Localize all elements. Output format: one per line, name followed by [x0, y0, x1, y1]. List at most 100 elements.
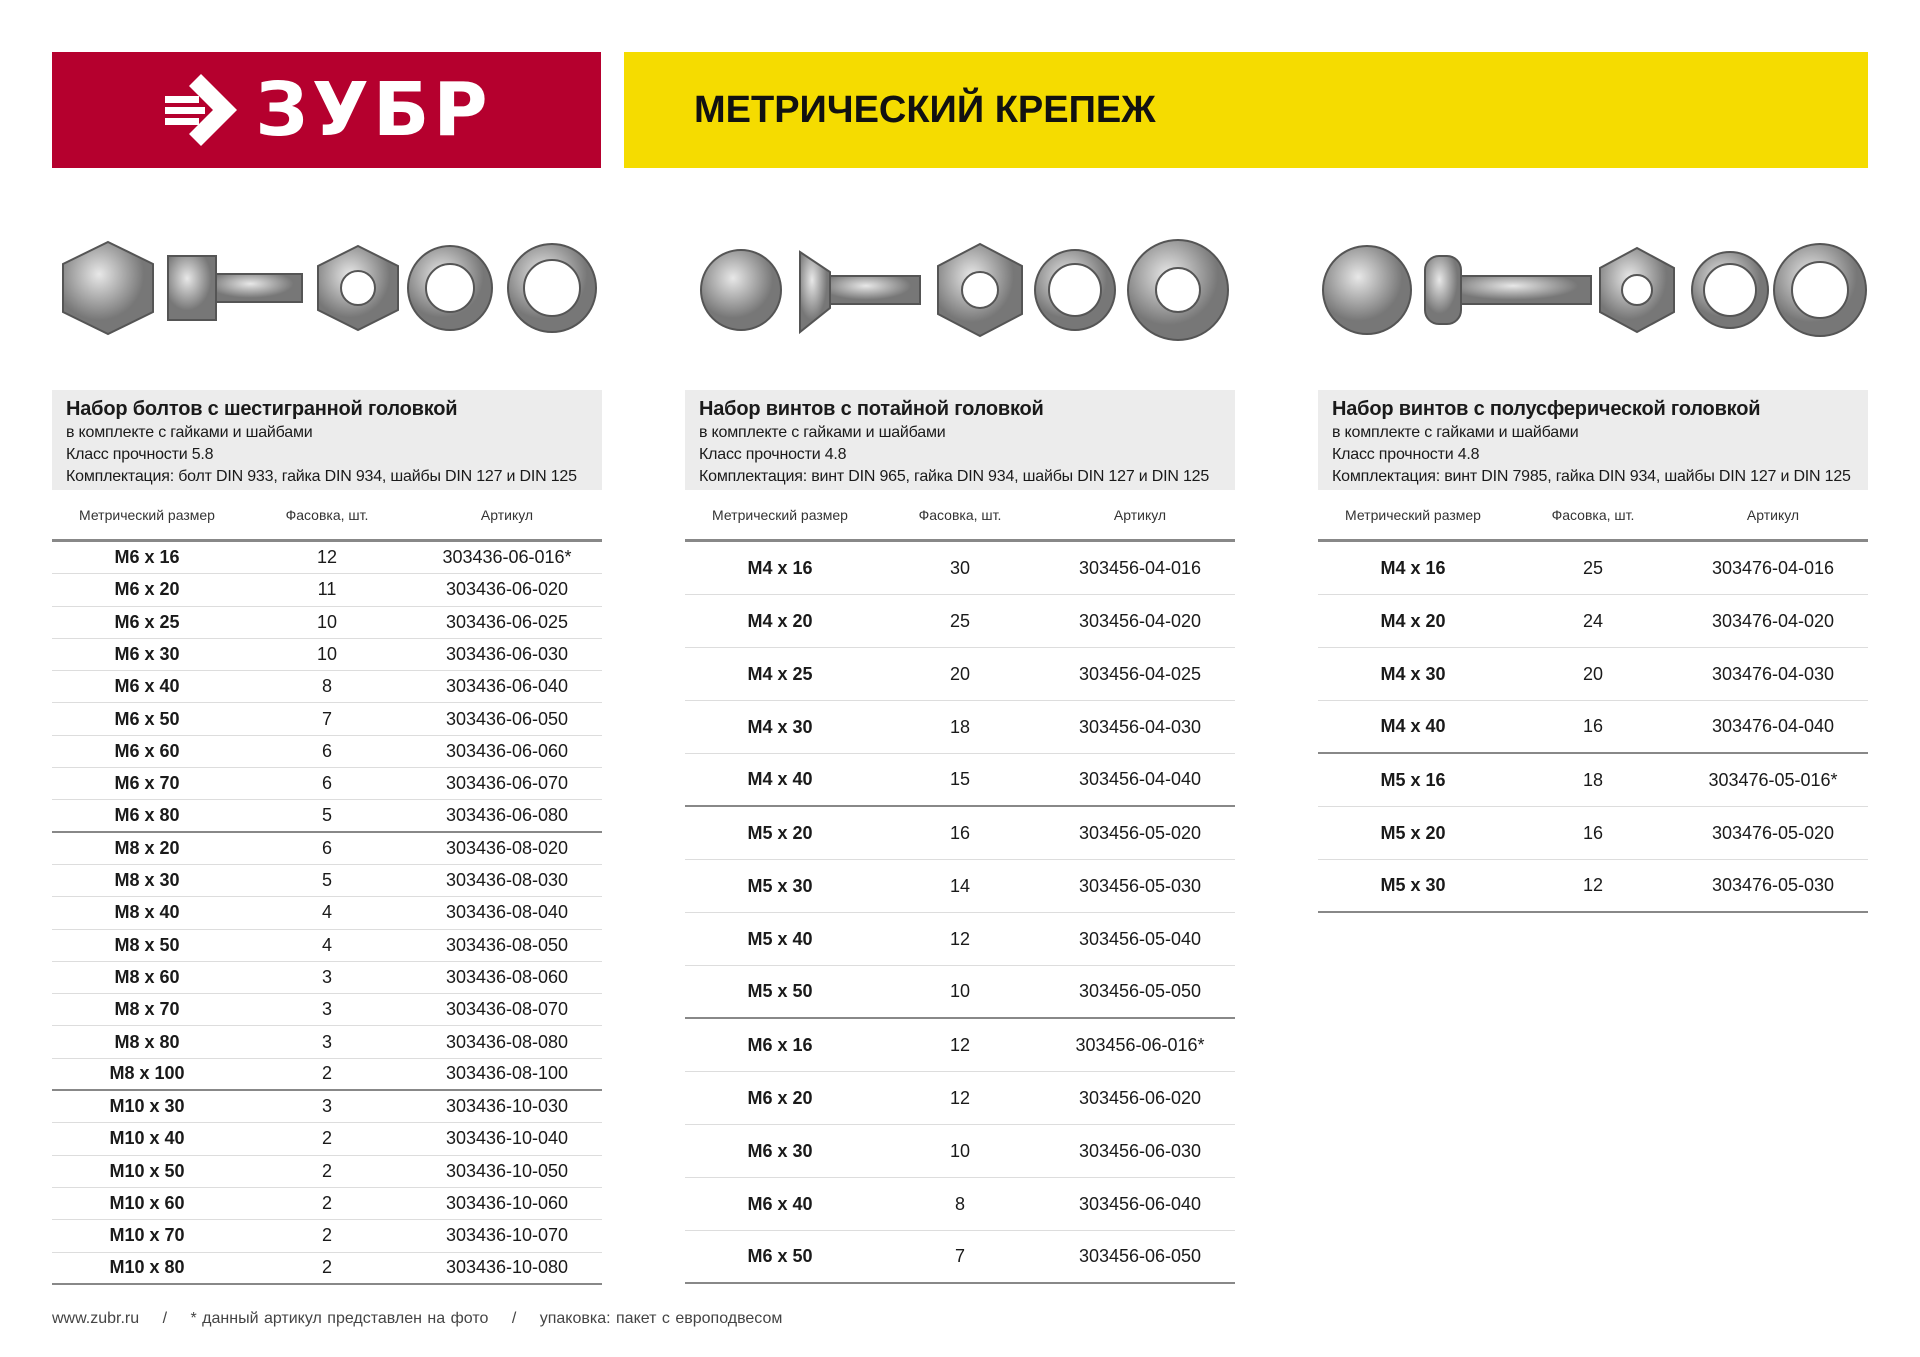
- set-subtitle: в комплекте с гайками и шайбами: [699, 424, 946, 441]
- table-row: M6 x 16 12 303436-06-016*: [52, 542, 602, 575]
- table-row: M6 x 70 6 303436-06-070: [52, 768, 602, 801]
- table-row: M6 x 20 12 303456-06-020: [685, 1072, 1235, 1125]
- metric-size: M10 x 40: [109, 1128, 185, 1149]
- pan-head-icon: [1322, 245, 1412, 335]
- pack-qty: 2: [321, 1257, 332, 1278]
- table-row: M4 x 30 20 303476-04-030: [1318, 648, 1868, 701]
- pack-qty: 4: [321, 902, 332, 923]
- article-number: 303456-04-040: [1078, 769, 1202, 789]
- metric-size: M4 x 16: [747, 557, 813, 578]
- article-number: 303436-06-070: [445, 773, 569, 794]
- product-set-1: Набор болтов с шестигранной головкой в к…: [52, 390, 602, 1285]
- pack-qty: 8: [954, 1193, 965, 1214]
- metric-size: M6 x 25: [114, 611, 180, 632]
- strength-class: Класс прочности 4.8: [1332, 446, 1480, 463]
- metric-size: M4 x 30: [747, 716, 813, 737]
- article-number: 303436-10-080: [445, 1257, 569, 1278]
- pack-qty: 10: [949, 981, 971, 1001]
- article-number: 303436-10-040: [445, 1128, 569, 1149]
- article-number: 303436-10-030: [445, 1096, 569, 1117]
- metric-size: M8 x 70: [114, 999, 180, 1020]
- metric-size: M10 x 50: [109, 1160, 185, 1181]
- product-set-3: Набор винтов с полусферической головкой …: [1318, 390, 1868, 913]
- pack-qty: 12: [1582, 875, 1604, 895]
- pack-qty: 11: [317, 579, 337, 600]
- metric-size: M4 x 25: [747, 663, 813, 684]
- pack-qty: 8: [321, 676, 332, 697]
- table-row: M6 x 20 11 303436-06-020: [52, 574, 602, 607]
- metric-size: M6 x 40: [114, 676, 180, 697]
- table-row: M4 x 40 16 303476-04-040: [1318, 701, 1868, 754]
- pan-head-screw-icon: [1424, 255, 1462, 325]
- article-number: 303456-06-020: [1078, 1087, 1202, 1108]
- pack-qty: 10: [949, 1140, 971, 1161]
- article-number: 303456-04-016: [1078, 557, 1202, 578]
- table-header: Метрический размер Фасовка, шт. Артикул: [685, 490, 1235, 542]
- table-row: M8 x 80 3 303436-08-080: [52, 1026, 602, 1059]
- table-row: M4 x 20 25 303456-04-020: [685, 595, 1235, 648]
- table-row: M4 x 20 24 303476-04-020: [1318, 595, 1868, 648]
- metric-size: M5 x 30: [747, 875, 813, 896]
- article-number: 303436-08-020: [445, 837, 569, 858]
- table-row: M8 x 30 5 303436-08-030: [52, 865, 602, 898]
- metric-size: M6 x 40: [747, 1193, 813, 1214]
- set-title: Набор болтов с шестигранной головкой: [66, 398, 458, 420]
- article-number: 303436-10-070: [445, 1225, 569, 1246]
- table-row: M10 x 80 2 303436-10-080: [52, 1253, 602, 1285]
- pack-qty: 2: [321, 1225, 332, 1246]
- article-number: 303456-06-040: [1078, 1193, 1202, 1214]
- article-number: 303456-04-030: [1078, 716, 1202, 737]
- set-subtitle: в комплекте с гайками и шайбами: [1332, 424, 1579, 441]
- article-number: 303436-08-080: [445, 1031, 569, 1052]
- set-title: Набор винтов с потайной головкой: [699, 398, 1044, 420]
- footer: www.zubr.ru / * данный артикул представл…: [52, 1310, 783, 1327]
- metric-size: M6 x 80: [114, 805, 180, 826]
- metric-size: M8 x 40: [114, 902, 180, 923]
- article-number: 303476-04-040: [1711, 716, 1835, 736]
- article-number: 303456-05-040: [1078, 928, 1202, 949]
- article-number: 303436-06-030: [445, 644, 569, 665]
- table-row: M10 x 50 2 303436-10-050: [52, 1156, 602, 1188]
- pack-qty: 16: [949, 822, 971, 843]
- article-number: 303476-04-020: [1711, 610, 1835, 631]
- pack-qty: 2: [321, 1160, 332, 1181]
- metric-size: M8 x 20: [114, 837, 180, 858]
- table-row: M6 x 60 6 303436-06-060: [52, 736, 602, 769]
- metric-size: M10 x 30: [109, 1096, 185, 1117]
- metric-size: M10 x 80: [109, 1257, 185, 1278]
- product-set-2: Набор винтов с потайной головкой в компл…: [685, 390, 1235, 1284]
- metric-size: M4 x 20: [1380, 610, 1446, 631]
- table-row: M6 x 30 10 303456-06-030: [685, 1125, 1235, 1178]
- zubr-logo: ЗУБР: [161, 67, 491, 153]
- table-row: M6 x 30 10 303436-06-030: [52, 639, 602, 672]
- strength-class: Класс прочности 4.8: [699, 446, 847, 463]
- article-number: 303436-06-060: [445, 740, 569, 761]
- table-row: M6 x 40 8 303456-06-040: [685, 1178, 1235, 1231]
- article-number: 303456-04-020: [1078, 610, 1202, 631]
- pack-qty: 3: [321, 967, 332, 987]
- article-number: 303436-10-060: [445, 1193, 569, 1214]
- table-row: M4 x 30 18 303456-04-030: [685, 701, 1235, 754]
- set-info: Набор болтов с шестигранной головкой в к…: [52, 390, 602, 490]
- article-number: 303456-06-030: [1078, 1140, 1202, 1161]
- table-row: M5 x 40 12 303456-05-040: [685, 913, 1235, 966]
- set-info: Набор винтов с потайной головкой в компл…: [685, 390, 1235, 490]
- website-link[interactable]: www.zubr.ru: [52, 1310, 140, 1327]
- table-row: M6 x 80 5 303436-06-080: [52, 800, 602, 833]
- article-number: 303436-08-030: [445, 870, 569, 891]
- bolt-head-icon: [62, 240, 154, 336]
- pack-qty: 15: [949, 769, 971, 789]
- metric-size: M5 x 30: [1380, 875, 1446, 895]
- page-title: МЕТРИЧЕСКИЙ КРЕПЕЖ: [694, 88, 1156, 131]
- table-row: M5 x 30 14 303456-05-030: [685, 860, 1235, 913]
- metric-size: M4 x 30: [1380, 663, 1446, 684]
- metric-size: M8 x 80: [114, 1031, 180, 1052]
- table-row: M8 x 60 3 303436-08-060: [52, 962, 602, 995]
- metric-size: M5 x 16: [1380, 769, 1446, 790]
- pack-qty: 5: [321, 805, 332, 826]
- article-number: 303436-06-040: [445, 676, 569, 697]
- article-number: 303436-06-050: [445, 708, 569, 729]
- title-banner: МЕТРИЧЕСКИЙ КРЕПЕЖ: [624, 52, 1868, 168]
- pack-qty: 20: [949, 663, 971, 684]
- table-row: M5 x 20 16 303456-05-020: [685, 807, 1235, 860]
